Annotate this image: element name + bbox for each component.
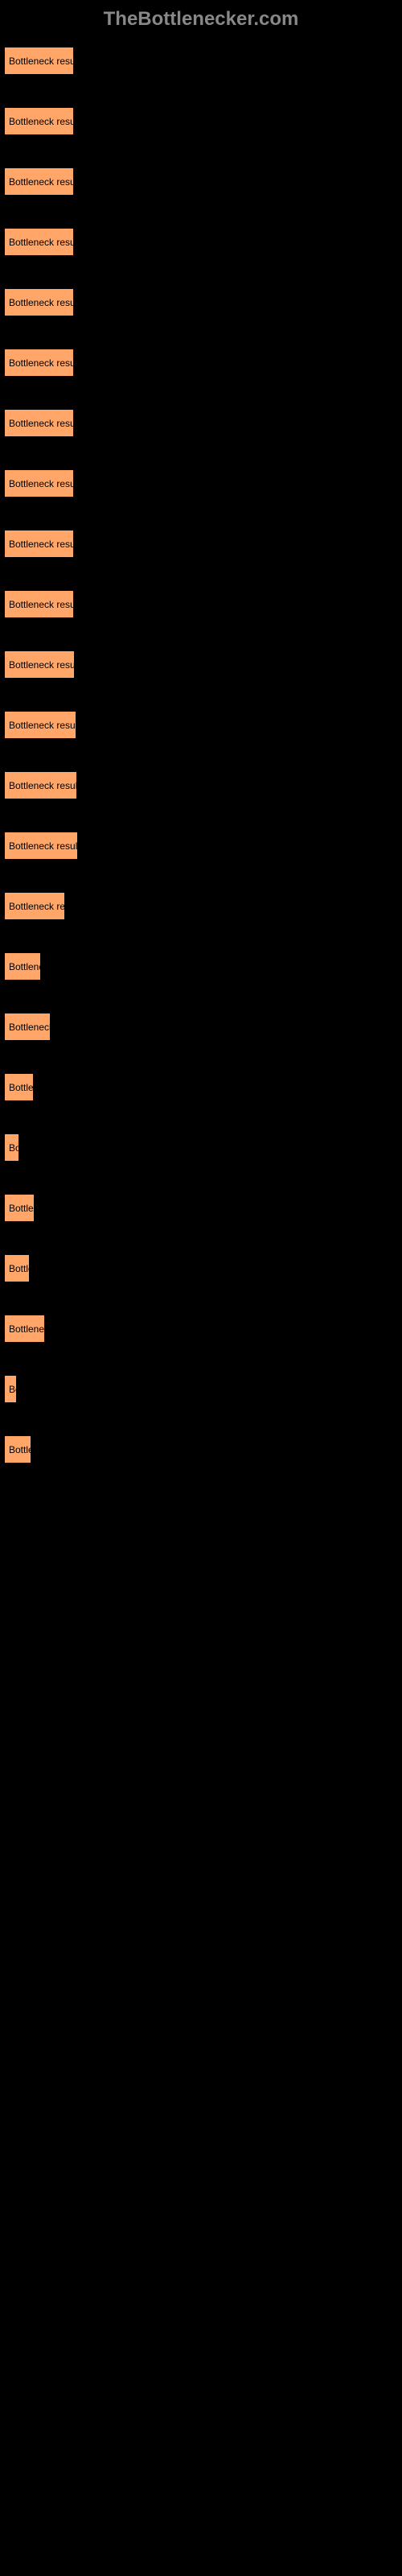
bar-row: Bottleneck re [0, 892, 402, 920]
bar-row: Bottle [0, 1254, 402, 1282]
bar-label: Bo [9, 1384, 17, 1395]
page-title: TheBottlenecker.com [0, 0, 402, 47]
bar-14: Bottleneck re [4, 892, 65, 920]
bar-row: Bottleneck result [0, 288, 402, 316]
bar-label: Bottlen [9, 1203, 35, 1214]
bar-row: Bottleneck result [0, 650, 402, 679]
bar-0: Bottleneck result [4, 47, 74, 75]
bar-11: Bottleneck result [4, 711, 76, 739]
bar-label: Bottleneck result [9, 780, 77, 791]
bar-row: Bottleneck result [0, 469, 402, 497]
bar-row: Bottlene [0, 952, 402, 980]
bar-22: Bo [4, 1375, 17, 1403]
bar-15: Bottlene [4, 952, 41, 980]
bar-label: Bottle [9, 1444, 31, 1455]
bar-label: Bottleneck result [9, 176, 74, 188]
chart-area: Bottleneck result Bottleneck result Bott… [0, 47, 402, 1463]
bar-4: Bottleneck result [4, 288, 74, 316]
bar-row: Bottleneck result [0, 530, 402, 558]
bar-label: Bottleneck result [9, 237, 74, 248]
bar-label: Bottleneck result [9, 297, 74, 308]
bar-row: Bottleneck result [0, 167, 402, 196]
bar-row: Bottleneck result [0, 107, 402, 135]
bar-row: Bottleneck result [0, 711, 402, 739]
bar-label: Bottleneck result [9, 478, 74, 489]
bar-label: Bottleneck [9, 1022, 51, 1033]
bar-23: Bottle [4, 1435, 31, 1463]
bar-label: Bottleneck result [9, 357, 74, 369]
bar-label: Bottleneck result [9, 659, 75, 671]
bar-row: Bo [0, 1133, 402, 1162]
bar-1: Bottleneck result [4, 107, 74, 135]
bar-label: Bottleneck result [9, 539, 74, 550]
bar-label: Bottleneck result [9, 720, 76, 731]
bar-label: Bottlenec [9, 1323, 45, 1335]
bar-row: Bottleneck result [0, 832, 402, 860]
bar-label: Bottlene [9, 961, 41, 972]
bar-21: Bottlenec [4, 1315, 45, 1343]
bar-label: Bottleneck result [9, 56, 74, 67]
bar-16: Bottleneck [4, 1013, 51, 1041]
bar-10: Bottleneck result [4, 650, 75, 679]
bar-row: Bottleneck [0, 1013, 402, 1041]
bar-label: Bo [9, 1142, 19, 1154]
bar-row: Bottlen [0, 1073, 402, 1101]
bar-13: Bottleneck result [4, 832, 78, 860]
bar-6: Bottleneck result [4, 409, 74, 437]
bar-row: Bottleneck result [0, 771, 402, 799]
bar-19: Bottlen [4, 1194, 35, 1222]
bar-row: Bottlen [0, 1194, 402, 1222]
bar-row: Bottle [0, 1435, 402, 1463]
bar-8: Bottleneck result [4, 530, 74, 558]
bar-label: Bottleneck result [9, 599, 74, 610]
bar-5: Bottleneck result [4, 349, 74, 377]
bar-row: Bottleneck result [0, 409, 402, 437]
bar-row: Bo [0, 1375, 402, 1403]
bar-row: Bottleneck result [0, 47, 402, 75]
bar-label: Bottle [9, 1263, 30, 1274]
bar-2: Bottleneck result [4, 167, 74, 196]
bar-17: Bottlen [4, 1073, 34, 1101]
bar-12: Bottleneck result [4, 771, 77, 799]
bar-label: Bottlen [9, 1082, 34, 1093]
bar-3: Bottleneck result [4, 228, 74, 256]
bar-label: Bottleneck result [9, 418, 74, 429]
bar-7: Bottleneck result [4, 469, 74, 497]
bar-20: Bottle [4, 1254, 30, 1282]
bar-row: Bottleneck result [0, 590, 402, 618]
bar-label: Bottleneck re [9, 901, 65, 912]
bar-label: Bottleneck result [9, 840, 78, 852]
bar-row: Bottleneck result [0, 228, 402, 256]
bar-row: Bottleneck result [0, 349, 402, 377]
bar-label: Bottleneck result [9, 116, 74, 127]
bar-18: Bo [4, 1133, 19, 1162]
bar-9: Bottleneck result [4, 590, 74, 618]
bar-row: Bottlenec [0, 1315, 402, 1343]
